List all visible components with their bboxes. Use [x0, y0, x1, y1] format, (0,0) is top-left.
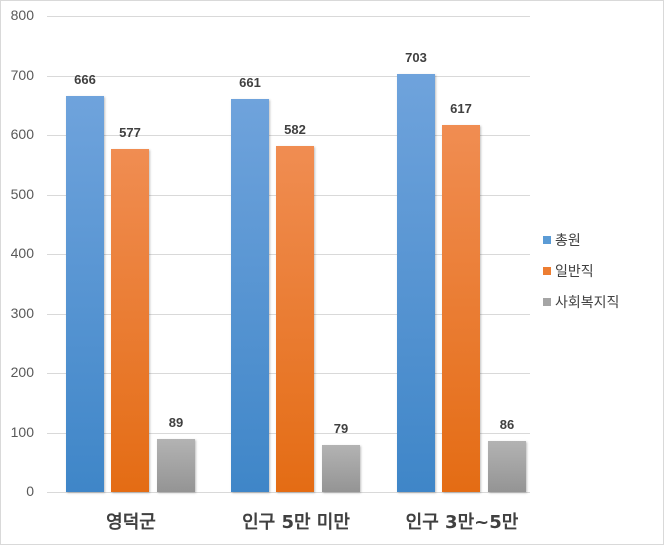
data-label: 79 — [333, 420, 349, 436]
bar-social-welfare — [322, 444, 360, 492]
legend-item-general: 일반직 — [543, 261, 663, 281]
x-category-label: 인구 3만~5만 — [405, 512, 519, 533]
bar-social-welfare — [488, 440, 526, 492]
x-category-label: 인구 5만 미만 — [242, 512, 350, 533]
legend-swatch-icon — [543, 298, 551, 306]
data-label: 703 — [405, 49, 427, 65]
data-label: 86 — [499, 416, 515, 432]
y-tick-label: 0 — [26, 483, 34, 499]
bar-general — [111, 148, 149, 492]
bar-social-welfare — [157, 439, 195, 492]
data-label: 89 — [168, 415, 184, 431]
data-label: 617 — [450, 100, 472, 116]
y-tick-label: 800 — [10, 7, 34, 23]
legend-label: 일반직 — [555, 264, 594, 280]
y-tick-label: 200 — [10, 364, 34, 380]
gridline — [47, 135, 530, 136]
y-tick-label: 300 — [10, 305, 34, 321]
legend-swatch-icon — [543, 267, 551, 275]
bar-total — [66, 95, 104, 492]
bar-total — [231, 98, 269, 492]
data-label: 666 — [74, 71, 96, 87]
bar-general — [442, 124, 480, 492]
gridline — [47, 492, 530, 493]
legend-item-total: 총원 — [543, 230, 663, 250]
data-label: 582 — [284, 121, 306, 137]
y-tick-label: 600 — [10, 126, 34, 142]
y-tick-label: 100 — [10, 424, 34, 440]
legend-label: 사회복지직 — [555, 295, 620, 311]
legend-label: 총원 — [555, 233, 581, 249]
gridline — [47, 76, 530, 77]
y-tick-label: 500 — [10, 186, 34, 202]
y-tick-label: 700 — [10, 67, 34, 83]
bar-total — [397, 73, 435, 492]
legend-swatch-icon — [543, 236, 551, 244]
y-tick-label: 400 — [10, 245, 34, 261]
data-label: 577 — [119, 124, 141, 140]
bar-general — [276, 145, 314, 492]
gridline — [47, 16, 530, 17]
data-label: 661 — [239, 74, 261, 90]
legend-item-social-welfare: 사회복지직 — [543, 292, 663, 312]
x-category-label: 영덕군 — [106, 512, 156, 533]
